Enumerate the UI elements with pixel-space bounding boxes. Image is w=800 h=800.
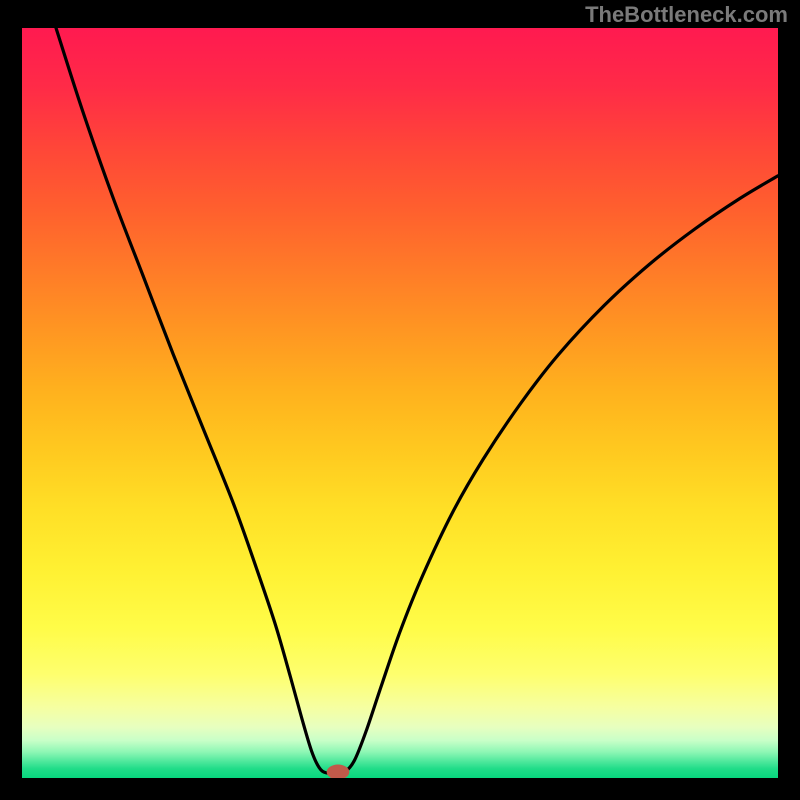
plot-area	[22, 28, 778, 778]
gradient-background	[22, 28, 778, 778]
chart-container: TheBottleneck.com	[0, 0, 800, 800]
bottleneck-curve-chart	[22, 28, 778, 778]
watermark-text: TheBottleneck.com	[585, 2, 788, 28]
